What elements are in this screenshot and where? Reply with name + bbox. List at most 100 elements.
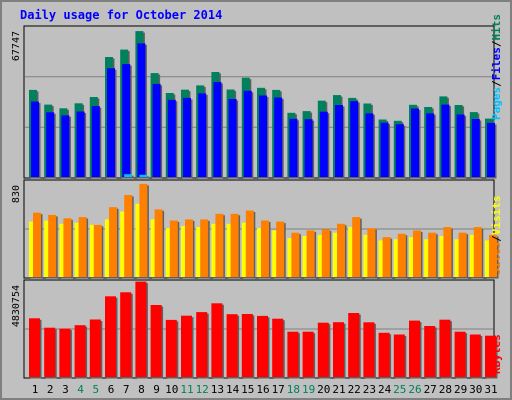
files-bar	[183, 97, 191, 177]
day-label: 23	[363, 383, 376, 396]
day-label: 5	[92, 383, 99, 396]
kbytes-bar	[302, 331, 314, 377]
kbytes-bar	[317, 322, 329, 377]
kbytes-bar	[29, 318, 40, 377]
files-bar	[243, 90, 252, 177]
day-label: 1	[32, 383, 39, 396]
day-label: 29	[454, 383, 467, 396]
files-bar	[426, 113, 435, 177]
sites-bar	[230, 213, 239, 277]
day-label: 13	[211, 383, 224, 396]
legend-kbytes: KBytes	[490, 334, 503, 374]
legend-sep-3: /	[490, 235, 503, 242]
kbytes-bar	[378, 332, 390, 377]
kbytes-bar	[439, 319, 451, 377]
files-bar	[456, 114, 465, 177]
kbytes-bar	[226, 314, 238, 377]
files-bar	[167, 99, 176, 177]
kbytes-bar	[393, 334, 405, 377]
sites-bar	[443, 227, 452, 277]
panel-visits-sites: 830 Sites/Visits	[11, 179, 503, 279]
chart-title: Daily usage for October 2014	[20, 8, 222, 22]
sites-bar	[33, 212, 41, 277]
sites-bar	[291, 232, 300, 277]
day-label: 24	[378, 383, 392, 396]
day-label: 27	[424, 383, 437, 396]
files-bar	[319, 111, 328, 177]
hits-max-label: 67747	[11, 31, 22, 61]
files-bar	[304, 119, 313, 177]
kbytes-bar	[363, 322, 375, 377]
kbytes-bar	[165, 319, 177, 377]
hits-bars	[25, 31, 497, 179]
kbytes-bar	[74, 325, 86, 377]
kbytes-bar	[181, 315, 192, 377]
files-bar	[441, 104, 450, 177]
kbytes-bar	[485, 335, 496, 377]
files-bar	[137, 43, 146, 178]
sites-bar	[413, 230, 421, 277]
pages-bar-shadow	[140, 176, 149, 179]
kbytes-bar	[409, 320, 420, 377]
day-label: 31	[484, 383, 497, 396]
sites-bar	[382, 237, 391, 277]
kbytes-bar	[44, 327, 56, 377]
legend-files: Files	[490, 47, 503, 80]
sites-bar	[397, 233, 406, 277]
panel-kbytes: 4830754 KBytes	[11, 279, 503, 379]
files-bar	[365, 113, 374, 177]
day-label: 6	[108, 383, 115, 396]
files-bar	[259, 95, 267, 177]
legend-sep-1: /	[490, 80, 503, 87]
day-label: 7	[123, 383, 130, 396]
kbytes-bar	[454, 331, 466, 377]
day-label: 18	[287, 383, 300, 396]
files-bar	[411, 108, 419, 177]
day-label: 11	[180, 383, 193, 396]
kbytes-bar	[120, 292, 132, 377]
sites-bar	[489, 234, 497, 277]
files-bar	[471, 119, 480, 177]
sites-bar	[321, 229, 330, 277]
pages-bar	[124, 174, 133, 177]
files-bar	[395, 124, 404, 177]
legend-pages: Pages	[490, 87, 503, 120]
sites-bar	[428, 232, 437, 277]
day-label: 25	[393, 383, 406, 396]
files-bar	[289, 118, 298, 177]
day-label: 21	[332, 383, 345, 396]
sites-bar	[200, 219, 209, 277]
files-bar	[46, 112, 55, 177]
day-label: 19	[302, 383, 315, 396]
kbytes-bar	[59, 328, 71, 377]
legend-sep-2: /	[490, 40, 503, 47]
sites-bar	[185, 219, 193, 277]
day-label: 17	[272, 383, 285, 396]
sites-bar	[367, 228, 376, 277]
day-label: 2	[47, 383, 54, 396]
kbytes-bar	[333, 322, 344, 377]
sites-bar	[261, 220, 269, 277]
sites-bar	[139, 183, 148, 277]
kbytes-bar	[257, 315, 268, 377]
files-bar	[380, 122, 389, 177]
files-bar	[213, 82, 222, 177]
kbytes-bar	[272, 318, 284, 377]
pages-bar-shadow	[125, 175, 134, 179]
kbytes-bar	[150, 305, 162, 377]
day-label: 22	[348, 383, 361, 396]
files-bar	[228, 99, 237, 177]
files-bar	[122, 64, 131, 177]
day-label: 9	[153, 383, 160, 396]
visits-legend: Sites/Visits	[490, 196, 503, 276]
files-bar	[335, 105, 343, 177]
legend-hits: Hits	[490, 14, 503, 41]
files-bar	[350, 101, 359, 177]
kbytes-legend: KBytes	[490, 334, 503, 374]
day-label: 3	[62, 383, 69, 396]
files-bar	[487, 122, 495, 177]
files-bar	[76, 111, 85, 177]
day-label: 15	[241, 383, 254, 396]
day-label: 14	[226, 383, 240, 396]
